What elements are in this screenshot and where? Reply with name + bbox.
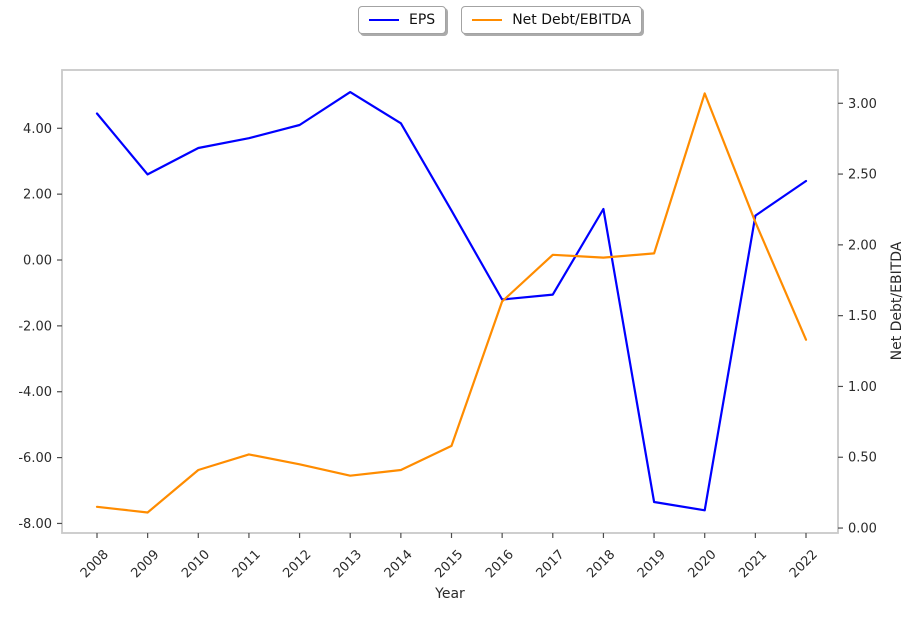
legend-item-netdebt: Net Debt/EBITDA: [461, 6, 642, 34]
right-tick-label: 1.50: [848, 309, 877, 324]
right-tick-label: 2.50: [848, 168, 877, 183]
x-tick-label: 2008: [78, 547, 112, 581]
x-axis-label: Year: [435, 586, 465, 602]
left-tick-label: -8.00: [18, 517, 52, 532]
x-tick-label: 2015: [432, 547, 466, 581]
right-tick-label: 1.00: [848, 380, 877, 395]
right-y-axis-label: Net Debt/EBITDA: [889, 241, 905, 361]
left-tick-label: 4.00: [23, 122, 52, 137]
x-tick-label: 2019: [635, 547, 669, 581]
x-tick-label: 2021: [736, 547, 770, 581]
legend-item-eps: EPS: [358, 6, 447, 34]
x-tick-label: 2012: [280, 547, 314, 581]
netdebt-line-swatch: [472, 19, 503, 21]
x-tick-label: 2014: [382, 547, 416, 581]
left-tick-label: -6.00: [18, 451, 52, 466]
plot-frame: [61, 69, 839, 534]
series-line-net-debt-ebitda: [95, 92, 808, 514]
x-tick-label: 2020: [686, 547, 720, 581]
x-tick-label: 2018: [584, 547, 618, 581]
series-line-eps: [95, 90, 808, 512]
x-tick-label: 2016: [483, 547, 517, 581]
x-tick-label: 2022: [787, 547, 821, 581]
left-tick-label: -4.00: [18, 385, 52, 400]
x-tick-label: 2009: [128, 547, 162, 581]
legend: EPS Net Debt/EBITDA: [41, 6, 918, 34]
x-tick-label: 2011: [230, 547, 264, 581]
left-tick-label: 0.00: [23, 254, 52, 269]
eps-line-swatch: [369, 19, 400, 21]
right-tick-label: 3.00: [848, 97, 877, 112]
legend-label-eps: EPS: [409, 12, 436, 28]
right-tick-label: 0.00: [848, 522, 877, 537]
x-tick-label: 2013: [331, 547, 365, 581]
right-tick-label: 2.00: [848, 238, 877, 253]
x-tick-label: 2017: [534, 547, 568, 581]
left-tick-label: -2.00: [18, 319, 52, 334]
right-tick-label: 0.50: [848, 451, 877, 466]
x-tick-label: 2010: [179, 547, 213, 581]
left-tick-label: 2.00: [23, 188, 52, 203]
legend-label-netdebt: Net Debt/EBITDA: [512, 12, 631, 28]
